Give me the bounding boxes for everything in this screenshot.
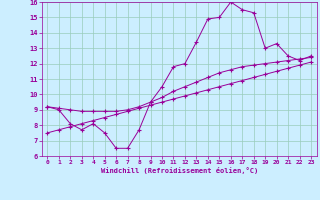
X-axis label: Windchill (Refroidissement éolien,°C): Windchill (Refroidissement éolien,°C) (100, 167, 258, 174)
